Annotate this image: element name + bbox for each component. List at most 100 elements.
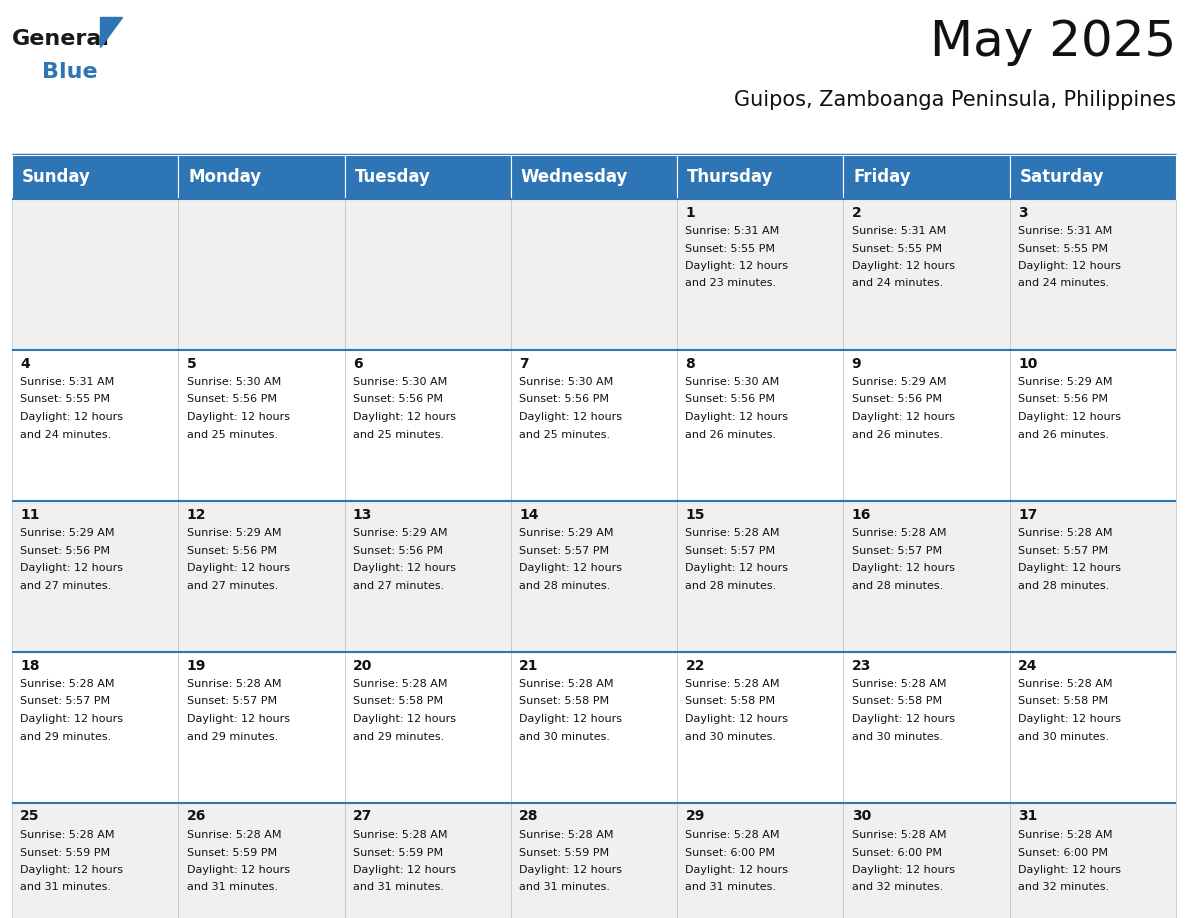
FancyBboxPatch shape: [178, 199, 345, 350]
Text: Daylight: 12 hours: Daylight: 12 hours: [1018, 714, 1121, 724]
Text: Sunrise: 5:28 AM: Sunrise: 5:28 AM: [519, 679, 614, 689]
Text: 12: 12: [187, 508, 206, 521]
Text: 5: 5: [187, 356, 196, 371]
Text: Sunrise: 5:28 AM: Sunrise: 5:28 AM: [852, 830, 947, 840]
FancyBboxPatch shape: [1010, 652, 1176, 803]
Text: Sunrise: 5:31 AM: Sunrise: 5:31 AM: [852, 226, 946, 236]
Text: Friday: Friday: [853, 168, 911, 186]
FancyBboxPatch shape: [178, 155, 345, 199]
Text: Guipos, Zamboanga Peninsula, Philippines: Guipos, Zamboanga Peninsula, Philippines: [734, 90, 1176, 110]
FancyBboxPatch shape: [178, 350, 345, 501]
Text: 23: 23: [852, 658, 871, 673]
FancyBboxPatch shape: [511, 501, 677, 652]
Text: Thursday: Thursday: [687, 168, 773, 186]
Text: Daylight: 12 hours: Daylight: 12 hours: [685, 563, 789, 573]
Text: 2: 2: [852, 206, 861, 219]
Text: 31: 31: [1018, 810, 1037, 823]
Text: and 25 minutes.: and 25 minutes.: [187, 430, 278, 440]
Text: and 31 minutes.: and 31 minutes.: [685, 882, 777, 892]
Text: and 32 minutes.: and 32 minutes.: [852, 882, 943, 892]
Text: Sunset: 5:56 PM: Sunset: 5:56 PM: [519, 395, 609, 405]
Text: 27: 27: [353, 810, 372, 823]
Text: 8: 8: [685, 356, 695, 371]
Text: Daylight: 12 hours: Daylight: 12 hours: [187, 563, 290, 573]
Text: May 2025: May 2025: [930, 18, 1176, 66]
Text: Daylight: 12 hours: Daylight: 12 hours: [353, 412, 456, 422]
Text: 19: 19: [187, 658, 206, 673]
Text: Sunset: 5:57 PM: Sunset: 5:57 PM: [519, 545, 609, 555]
FancyBboxPatch shape: [12, 501, 178, 652]
Text: Daylight: 12 hours: Daylight: 12 hours: [685, 714, 789, 724]
Text: Sunset: 5:56 PM: Sunset: 5:56 PM: [852, 395, 942, 405]
Text: Sunset: 5:55 PM: Sunset: 5:55 PM: [852, 243, 942, 253]
FancyBboxPatch shape: [677, 501, 843, 652]
Text: 1: 1: [685, 206, 695, 219]
Text: Sunset: 5:55 PM: Sunset: 5:55 PM: [685, 243, 776, 253]
FancyBboxPatch shape: [12, 350, 178, 501]
Text: 10: 10: [1018, 356, 1037, 371]
Text: Daylight: 12 hours: Daylight: 12 hours: [353, 714, 456, 724]
Text: and 31 minutes.: and 31 minutes.: [519, 882, 611, 892]
FancyBboxPatch shape: [511, 350, 677, 501]
Text: 22: 22: [685, 658, 704, 673]
Text: Sunset: 5:58 PM: Sunset: 5:58 PM: [519, 697, 609, 707]
Text: and 25 minutes.: and 25 minutes.: [519, 430, 611, 440]
Text: Sunrise: 5:29 AM: Sunrise: 5:29 AM: [1018, 377, 1112, 387]
Text: Sunset: 5:59 PM: Sunset: 5:59 PM: [187, 847, 277, 857]
Text: Sunrise: 5:28 AM: Sunrise: 5:28 AM: [1018, 679, 1112, 689]
Text: and 30 minutes.: and 30 minutes.: [685, 732, 777, 742]
Text: Sunset: 5:55 PM: Sunset: 5:55 PM: [1018, 243, 1108, 253]
Text: Sunrise: 5:30 AM: Sunrise: 5:30 AM: [353, 377, 447, 387]
Text: 15: 15: [685, 508, 704, 521]
FancyBboxPatch shape: [12, 199, 178, 350]
Text: Sunrise: 5:28 AM: Sunrise: 5:28 AM: [1018, 830, 1112, 840]
FancyBboxPatch shape: [677, 803, 843, 918]
Text: Daylight: 12 hours: Daylight: 12 hours: [685, 865, 789, 875]
Text: Sunset: 6:00 PM: Sunset: 6:00 PM: [685, 847, 776, 857]
Text: and 23 minutes.: and 23 minutes.: [685, 278, 777, 288]
FancyBboxPatch shape: [1010, 803, 1176, 918]
Text: Sunrise: 5:31 AM: Sunrise: 5:31 AM: [20, 377, 114, 387]
Text: 9: 9: [852, 356, 861, 371]
Text: and 24 minutes.: and 24 minutes.: [852, 278, 943, 288]
Text: Daylight: 12 hours: Daylight: 12 hours: [353, 865, 456, 875]
FancyBboxPatch shape: [345, 350, 511, 501]
Text: and 30 minutes.: and 30 minutes.: [852, 732, 943, 742]
Text: 30: 30: [852, 810, 871, 823]
FancyBboxPatch shape: [843, 803, 1010, 918]
Text: Sunrise: 5:28 AM: Sunrise: 5:28 AM: [685, 830, 781, 840]
Text: Sunrise: 5:30 AM: Sunrise: 5:30 AM: [685, 377, 779, 387]
Text: Sunset: 5:57 PM: Sunset: 5:57 PM: [1018, 545, 1108, 555]
Text: and 31 minutes.: and 31 minutes.: [353, 882, 444, 892]
Text: Sunset: 6:00 PM: Sunset: 6:00 PM: [852, 847, 942, 857]
Text: and 24 minutes.: and 24 minutes.: [20, 430, 112, 440]
Text: Daylight: 12 hours: Daylight: 12 hours: [20, 412, 124, 422]
Text: Daylight: 12 hours: Daylight: 12 hours: [519, 563, 623, 573]
FancyBboxPatch shape: [1010, 199, 1176, 350]
Text: Sunset: 5:56 PM: Sunset: 5:56 PM: [187, 545, 277, 555]
Text: Sunset: 5:58 PM: Sunset: 5:58 PM: [852, 697, 942, 707]
Text: and 24 minutes.: and 24 minutes.: [1018, 278, 1110, 288]
Text: Daylight: 12 hours: Daylight: 12 hours: [1018, 865, 1121, 875]
Text: 3: 3: [1018, 206, 1028, 219]
Text: Sunset: 5:58 PM: Sunset: 5:58 PM: [1018, 697, 1108, 707]
Text: Sunrise: 5:28 AM: Sunrise: 5:28 AM: [20, 679, 115, 689]
Text: 21: 21: [519, 658, 538, 673]
Text: Daylight: 12 hours: Daylight: 12 hours: [20, 714, 124, 724]
FancyBboxPatch shape: [511, 803, 677, 918]
Text: and 26 minutes.: and 26 minutes.: [852, 430, 943, 440]
Text: Sunset: 5:56 PM: Sunset: 5:56 PM: [685, 395, 776, 405]
FancyBboxPatch shape: [345, 652, 511, 803]
Text: and 27 minutes.: and 27 minutes.: [20, 580, 112, 590]
Text: Daylight: 12 hours: Daylight: 12 hours: [1018, 261, 1121, 271]
Polygon shape: [100, 17, 122, 47]
Text: Sunset: 5:59 PM: Sunset: 5:59 PM: [353, 847, 443, 857]
Text: 26: 26: [187, 810, 206, 823]
Text: Daylight: 12 hours: Daylight: 12 hours: [685, 412, 789, 422]
Text: Sunrise: 5:29 AM: Sunrise: 5:29 AM: [353, 528, 448, 538]
Text: and 26 minutes.: and 26 minutes.: [1018, 430, 1110, 440]
Text: Sunset: 5:56 PM: Sunset: 5:56 PM: [20, 545, 110, 555]
Text: Sunset: 5:56 PM: Sunset: 5:56 PM: [1018, 395, 1108, 405]
Text: Sunrise: 5:28 AM: Sunrise: 5:28 AM: [187, 830, 282, 840]
Text: Daylight: 12 hours: Daylight: 12 hours: [353, 563, 456, 573]
